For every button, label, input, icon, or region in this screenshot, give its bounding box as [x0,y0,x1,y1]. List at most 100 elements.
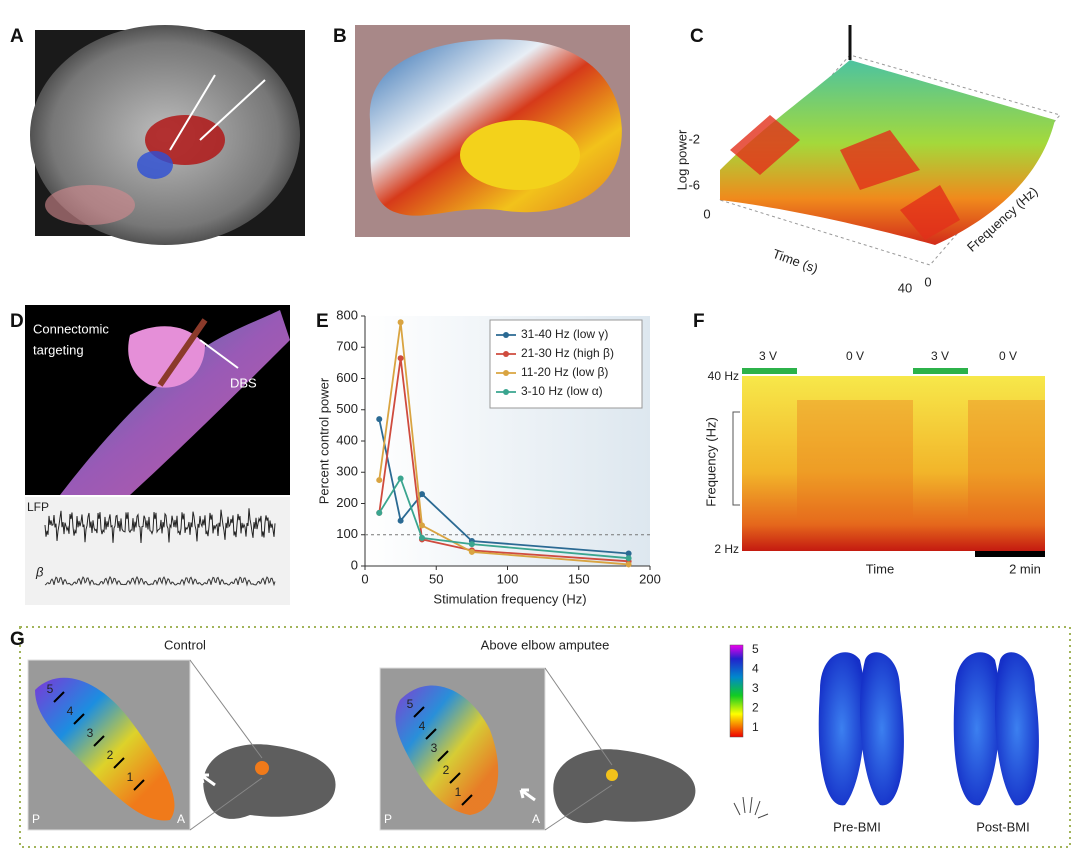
data-point [625,550,632,557]
data-point [419,491,425,498]
data-point [419,534,425,541]
voltage-label: 0 V [846,349,864,363]
axis-label: Time [866,561,894,576]
tick-label: -2 [688,131,700,146]
voltage-label: 3 V [759,349,777,363]
beta-trace [44,575,276,587]
scale-label: 2 min [1009,561,1041,576]
finger-arrow [461,794,473,806]
finger-arrow [53,691,65,703]
brain-top-view [953,652,1000,806]
colorbar [729,644,744,738]
panel-letter: G [10,629,25,650]
data-point [397,517,404,524]
finger-arrow [449,772,461,784]
finger-label: 3 [431,741,438,755]
y-tick-label: 400 [336,432,358,447]
finger-label: 2 [107,748,114,762]
trace-label: LFP [27,500,49,514]
corner-label: P [384,812,392,826]
panel-letter: B [333,26,347,47]
brain-top-view [995,652,1039,806]
finger-label: 3 [87,726,94,740]
axis-label: 2 Hz [714,542,739,556]
legend-label: 21-30 Hz (high β) [521,346,614,360]
panel-title: Above elbow amputee [481,637,610,652]
stim-bar [913,368,968,374]
data-point [397,319,404,326]
axis-label: 40 Hz [708,369,739,383]
zoom-line [544,667,613,766]
finger-label: 1 [127,770,134,784]
panel-letter: A [10,26,24,47]
inflated-cortex [553,749,696,824]
x-tick-label: 100 [497,571,519,586]
finger-label: 5 [47,682,54,696]
corner-label: P [32,812,40,826]
amputation-arrow [519,788,536,802]
fiber-tracts [60,310,290,495]
inflated-cortex [203,744,336,819]
hand-icon [733,796,769,819]
y-tick-label: 500 [336,401,358,416]
tick-label: 40 [898,280,912,295]
finger-arrow [413,706,425,718]
finger-arrow [133,779,145,791]
cerebellum [45,185,135,225]
axis-label: Frequency (Hz) [703,417,718,507]
colorbar-tick: 5 [752,642,759,656]
stim-bar [742,368,797,374]
panel-letter: C [690,26,704,47]
activation [255,761,269,775]
finger-arrow [437,750,449,762]
panel-letter: E [316,311,329,332]
amputation-arrow [199,773,216,787]
data-point [468,548,475,555]
finger-label: 4 [67,704,74,718]
data-point [625,555,632,562]
finger-label: 1 [455,785,462,799]
finger-arrow [425,728,437,740]
legend-label: 11-20 Hz (low β) [521,365,608,379]
brain-top-view [860,652,904,806]
finger-arrow [73,713,85,725]
zoom-line [189,777,263,831]
spectrogram-band [797,400,913,520]
y-tick-label: 0 [351,557,358,572]
panel-letter: F [693,311,705,332]
x-tick-label: 50 [429,571,443,586]
somatotopic-map [395,685,499,815]
nucleus [145,115,225,165]
voltage-label: 0 V [999,349,1017,363]
voltage-label: 3 V [931,349,949,363]
brain-label: Post-BMI [976,819,1029,834]
colorbar-tick: 4 [752,662,759,676]
legend-swatch [503,332,509,338]
spectrogram [742,376,1045,551]
colorbar-tick: 1 [752,720,759,734]
trace-background [25,497,290,605]
pointer [199,339,239,369]
dbs-lead [157,318,208,387]
data-point [468,541,475,548]
bracket [732,411,740,506]
finger-arrow [113,757,125,769]
legend-label: 3-10 Hz (low α) [521,384,603,398]
data-point [397,355,404,362]
data-point [376,477,383,484]
finger-label: 5 [407,697,414,711]
y-tick-label: 700 [336,339,358,354]
tick-label: 0 [703,206,710,221]
activation [606,769,618,781]
corner-label: A [532,812,540,826]
y-tick-label: 800 [336,307,358,322]
tick-label: -6 [688,177,700,192]
y-tick-label: 100 [336,526,358,541]
x-tick-label: 0 [361,571,368,586]
finger-label: 4 [419,719,426,733]
x-axis-label: Stimulation frequency (Hz) [433,591,586,606]
panel-title: Control [164,637,206,652]
y-tick-label: 200 [336,495,358,510]
finger-arrow [93,735,105,747]
